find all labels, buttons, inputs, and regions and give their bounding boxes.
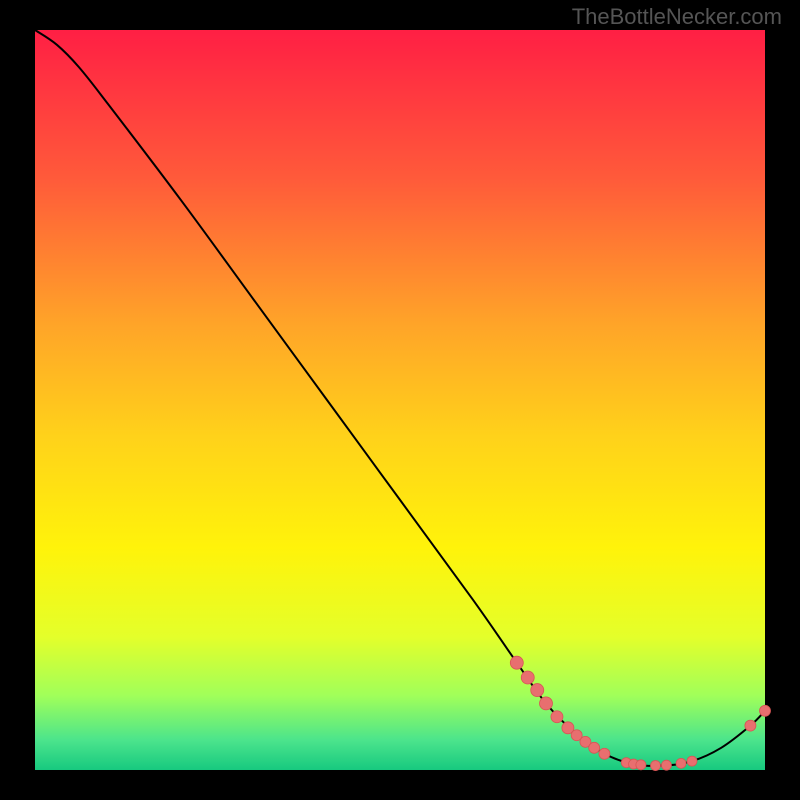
- bottleneck-chart: [0, 0, 800, 800]
- data-marker: [676, 758, 686, 768]
- data-marker: [510, 656, 523, 669]
- data-marker: [531, 684, 544, 697]
- data-marker: [599, 748, 610, 759]
- data-marker: [551, 711, 563, 723]
- data-marker: [521, 671, 534, 684]
- chart-background: [35, 30, 765, 770]
- data-marker: [760, 705, 771, 716]
- data-marker: [589, 742, 600, 753]
- data-marker: [636, 760, 646, 770]
- data-marker: [661, 760, 671, 770]
- data-marker: [745, 720, 756, 731]
- watermark-text: TheBottleNecker.com: [572, 4, 782, 30]
- data-marker: [687, 756, 697, 766]
- data-marker: [651, 761, 661, 771]
- data-marker: [540, 697, 553, 710]
